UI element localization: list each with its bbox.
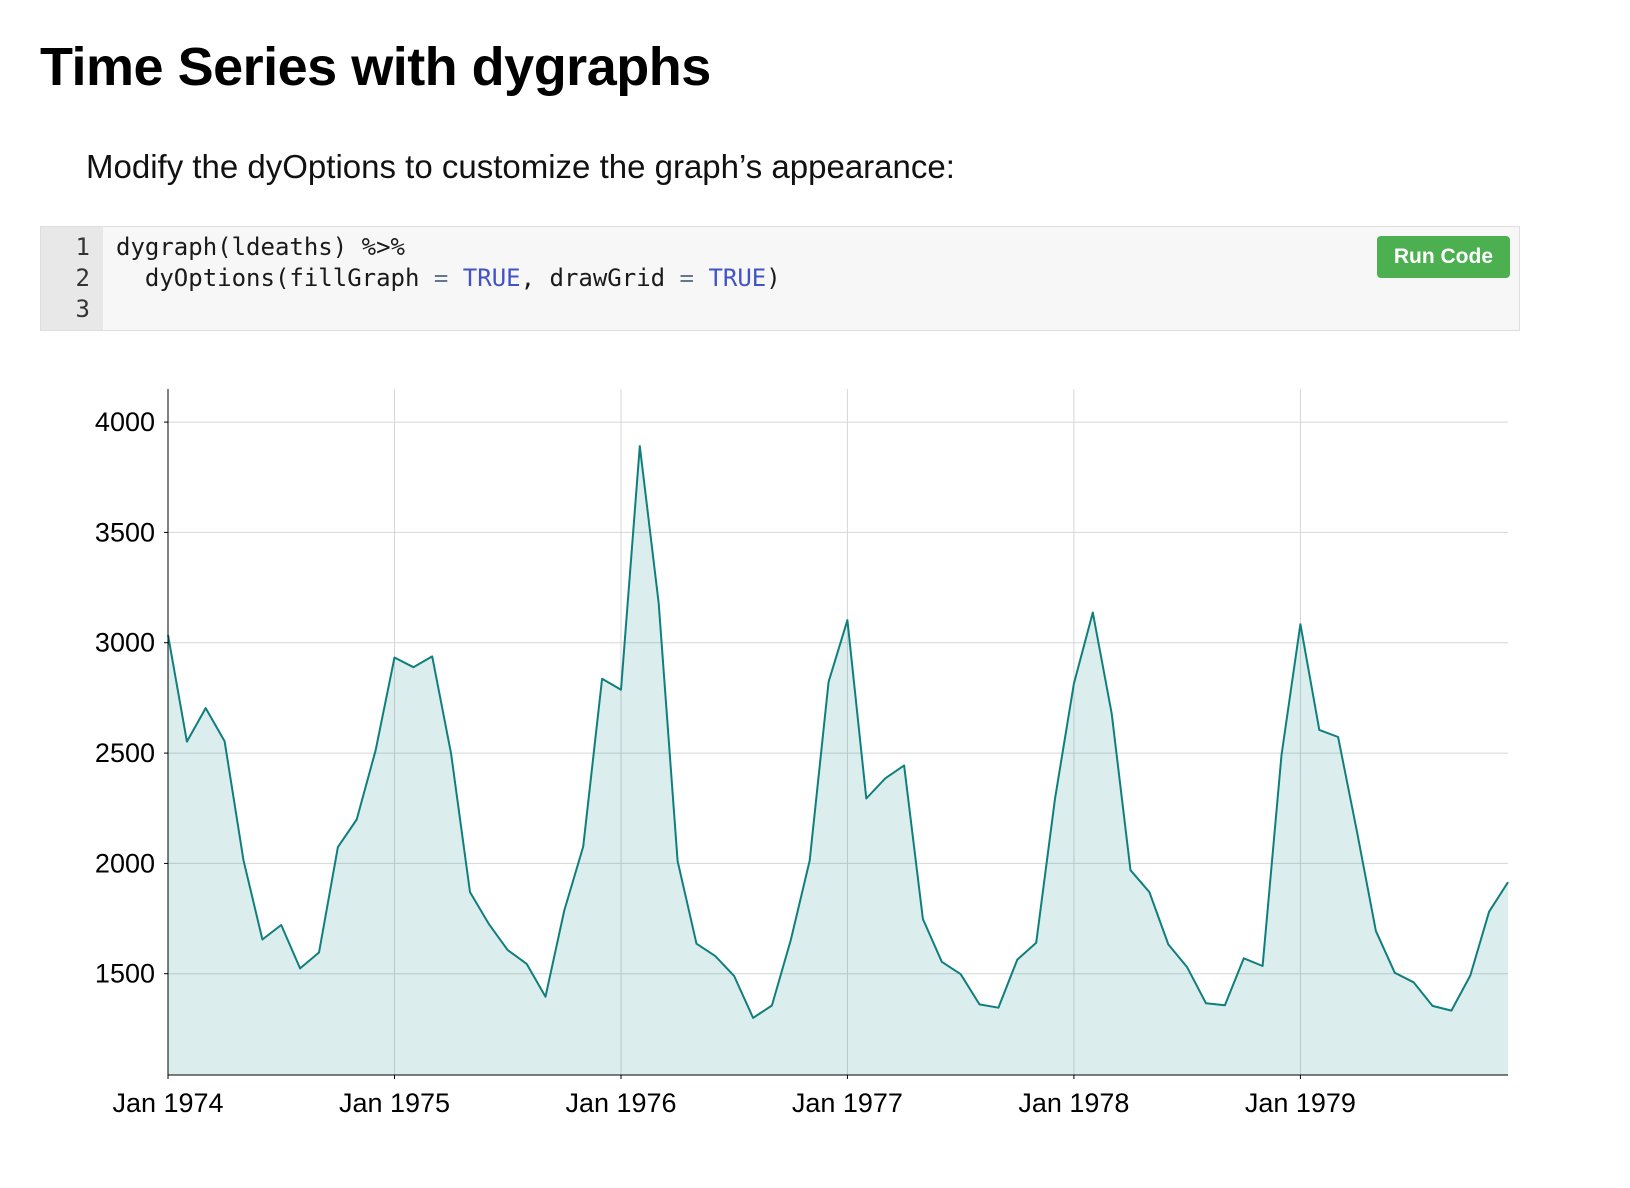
x-tick-label: Jan 1979 xyxy=(1245,1088,1356,1118)
code-token: = xyxy=(433,264,449,292)
code-token: dyOptions(fillGraph xyxy=(116,264,434,292)
line-number-gutter: 1 2 3 xyxy=(41,227,103,330)
x-tick-label: Jan 1977 xyxy=(792,1088,903,1118)
code-token: TRUE xyxy=(462,264,521,292)
y-tick-label: 3500 xyxy=(95,517,155,547)
code-line[interactable] xyxy=(116,294,1519,325)
y-tick-label: 2500 xyxy=(95,738,155,768)
code-token: TRUE xyxy=(708,264,767,292)
page-title: Time Series with dygraphs xyxy=(40,37,711,97)
x-axis-labels: Jan 1974 Jan 1975 Jan 1976 Jan 1977 Jan 1978… xyxy=(112,1075,1356,1118)
series-line xyxy=(167,445,1509,1019)
x-tick-label: Jan 1976 xyxy=(565,1088,676,1118)
y-axis-labels: 1500 2000 2500 3000 3500 4000 xyxy=(95,407,168,989)
code-token: , drawGrid xyxy=(520,264,680,292)
line-number: 1 xyxy=(75,233,90,261)
x-tick-label: Jan 1975 xyxy=(339,1088,450,1118)
x-tick-label: Jan 1978 xyxy=(1018,1088,1129,1118)
code-line[interactable]: dygraph(ldeaths) %>% xyxy=(116,232,1519,263)
code-editor[interactable]: 1 2 3 dygraph(ldeaths) %>% dyOptions(fillG… xyxy=(40,226,1520,331)
code-token: = xyxy=(679,264,694,292)
dygraph-chart-container: 1500 2000 2500 3000 3500 4000 Jan 1974 Jan 1975… xyxy=(40,375,1590,1132)
code-token xyxy=(694,264,708,292)
tutorial-page: Time Series with dygraphs Modify the dyO… xyxy=(40,37,1590,1132)
code-content[interactable]: dygraph(ldeaths) %>% dyOptions(fillGraph… xyxy=(103,227,1519,330)
y-tick-label: 3000 xyxy=(95,628,155,658)
code-token: dygraph(ldeaths) %>% xyxy=(116,233,405,261)
y-tick-label: 4000 xyxy=(95,407,155,437)
run-code-button[interactable]: Run Code xyxy=(1376,236,1510,278)
time-series-chart[interactable]: 1500 2000 2500 3000 3500 4000 Jan 1974 Jan 1975… xyxy=(40,375,1515,1127)
y-tick-label: 2000 xyxy=(95,848,155,878)
instruction-text: Modify the dyOptions to customize the gr… xyxy=(86,148,955,185)
code-token: ) xyxy=(766,264,781,292)
y-tick-label: 1500 xyxy=(95,959,155,989)
gridlines xyxy=(167,389,1508,1075)
line-number: 2 xyxy=(75,264,90,292)
code-line[interactable]: dyOptions(fillGraph = TRUE, drawGrid = T… xyxy=(116,263,1519,294)
x-tick-label: Jan 1974 xyxy=(112,1088,223,1118)
series-area-fill xyxy=(168,446,1508,1076)
code-token xyxy=(448,264,462,292)
line-number: 3 xyxy=(75,295,90,323)
